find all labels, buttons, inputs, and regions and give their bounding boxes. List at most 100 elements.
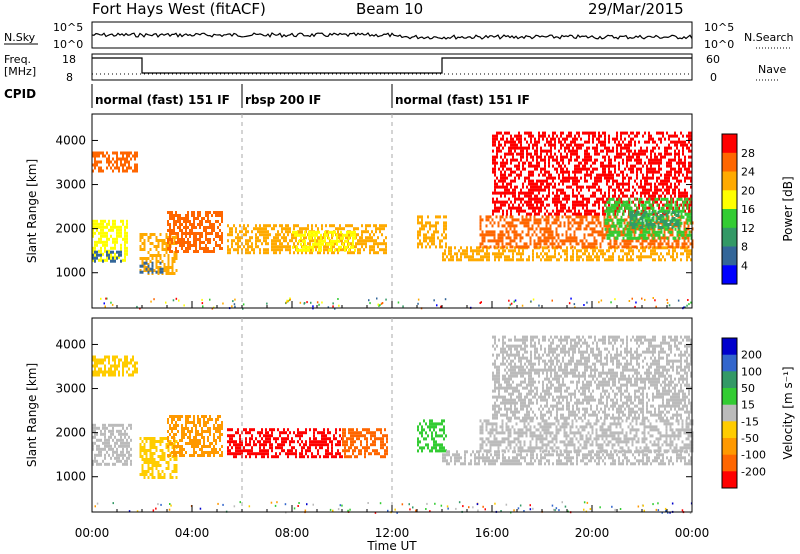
data-cell [496,161,498,165]
data-cell [134,370,136,374]
data-cell [685,230,688,234]
data-cell [496,155,498,159]
data-cell [330,245,332,249]
data-cell [617,245,620,249]
data-cell [644,224,647,228]
data-cell [157,266,160,269]
data-cell [498,255,500,259]
data-cell [454,246,456,250]
data-cell [100,228,102,232]
data-cell [640,194,642,198]
data-cell [588,137,590,141]
data-cell [576,176,578,180]
data-cell [667,245,670,249]
data-cell [676,233,679,237]
data-cell [677,223,680,226]
data-cell [110,367,112,371]
data-cell [598,255,600,259]
data-cell [520,149,522,153]
data-cell [608,191,610,195]
data-cell [650,197,652,201]
data-cell [590,155,592,159]
data-cell [476,246,478,250]
data-cell [558,137,560,141]
data-cell [642,209,644,213]
data-cell [682,173,684,177]
data-cell [528,182,530,186]
data-cell [502,252,504,256]
data-cell [647,242,650,246]
data-cell [690,155,692,159]
data-cell [193,238,195,241]
data-cell [548,134,550,138]
data-cell [671,242,674,246]
data-cell [497,224,500,228]
data-cell [552,164,554,168]
data-cell [680,221,683,225]
data-cell [175,476,178,479]
data-cell [106,157,108,161]
data-cell [139,452,142,455]
data-cell [674,185,676,189]
data-cell [510,152,512,156]
data-cell [660,137,662,141]
data-cell [534,149,536,153]
data-cell [106,441,108,445]
data-cell [235,227,237,231]
data-cell [536,185,538,189]
data-cell [100,225,102,229]
data-cell [169,440,172,443]
data-cell [652,191,654,195]
data-cell [536,164,538,168]
data-cell [110,447,112,451]
data-cell [500,161,502,165]
data-cell [532,197,534,201]
data-cell [171,257,174,260]
data-cell [512,170,514,174]
data-cell [604,143,606,147]
near-echo [201,302,204,305]
near-echo [573,303,576,306]
data-cell [556,161,558,165]
data-cell [678,179,680,183]
data-cell [556,167,558,171]
data-cell [479,227,482,231]
data-cell [114,237,116,241]
data-cell [114,252,116,256]
data-cell [512,258,514,262]
data-cell [94,435,96,439]
data-cell [417,218,419,222]
data-cell [557,242,560,246]
data-cell [680,233,683,237]
data-cell [590,131,592,135]
data-cell [132,364,134,368]
data-cell [112,447,114,451]
data-cell [448,246,450,250]
data-cell [669,233,672,237]
data-cell [626,188,628,192]
colorbar-tick-label: 28 [741,147,755,160]
data-cell [417,230,419,234]
data-cell [546,185,548,189]
data-cell [494,137,496,141]
data-cell [365,245,367,249]
data-cell [116,166,118,170]
data-cell [540,252,542,256]
near-echo [306,301,308,304]
data-cell [640,158,642,162]
data-cell [612,258,614,262]
data-cell [136,166,138,170]
data-cell [552,155,554,159]
data-cell [596,197,598,201]
data-cell [167,211,169,214]
data-cell [598,179,600,183]
data-cell [590,212,592,216]
data-cell [580,176,582,180]
data-cell [567,227,570,231]
data-cell [102,358,104,362]
data-cell [546,246,548,250]
data-cell [96,163,98,167]
data-cell [500,191,502,195]
data-cell [557,218,560,222]
